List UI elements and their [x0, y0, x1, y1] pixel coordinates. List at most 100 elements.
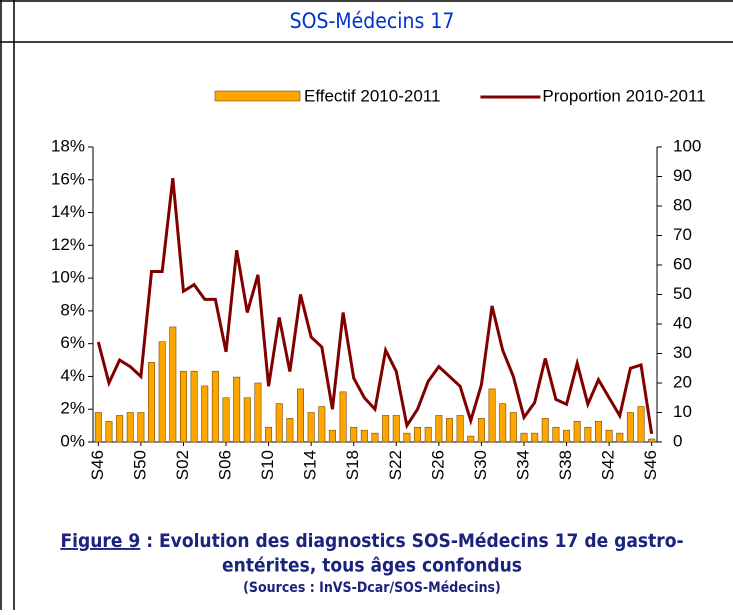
y-tick-label: 0%	[60, 431, 85, 450]
bar	[382, 415, 390, 443]
bar	[286, 418, 294, 443]
caption-line: entérites, tous âges confondus	[222, 555, 522, 577]
bar	[403, 432, 411, 443]
y2-tick-label: 30	[673, 343, 692, 362]
bar	[211, 370, 219, 443]
bar	[148, 362, 156, 443]
bar	[456, 415, 464, 443]
bar	[307, 412, 315, 443]
x-tick-label: S06	[216, 450, 235, 480]
bar	[477, 418, 485, 443]
bar	[563, 429, 571, 443]
y2-tick-label: 70	[673, 225, 692, 244]
bar	[424, 426, 432, 443]
bar	[626, 412, 634, 443]
y2-tick-label: 60	[673, 254, 692, 273]
y-tick-label: 10%	[51, 268, 85, 287]
caption-line: Figure 9 : Evolution des diagnostics SOS…	[60, 530, 683, 552]
bar	[201, 385, 209, 443]
bar	[605, 429, 613, 443]
bar	[499, 403, 507, 443]
bar	[265, 426, 273, 443]
bar	[190, 370, 198, 443]
bar	[467, 435, 475, 443]
y-tick-label: 12%	[51, 235, 85, 254]
bar	[541, 418, 549, 443]
x-tick-label: S46	[641, 450, 660, 480]
bar	[392, 415, 400, 443]
y2-tick-label: 10	[673, 402, 692, 421]
caption-text: : Evolution des diagnostics SOS-Médecins…	[140, 530, 683, 552]
y2-tick-label: 80	[673, 195, 692, 214]
bar	[105, 421, 113, 443]
bar	[584, 426, 592, 443]
x-tick-label: S14	[301, 450, 320, 480]
y-tick-label: 6%	[60, 333, 85, 352]
bar	[371, 432, 379, 443]
legend-label: Effectif 2010-2011	[304, 86, 440, 105]
caption-label: Figure 9	[60, 530, 140, 552]
x-tick-label: S10	[258, 450, 277, 480]
x-tick-label: S22	[386, 450, 405, 480]
bar	[445, 418, 453, 443]
bar	[509, 412, 517, 443]
legend-label: Proportion 2010-2011	[542, 86, 705, 105]
bar	[233, 376, 241, 443]
bar	[318, 406, 326, 443]
bar	[126, 412, 134, 443]
bar	[488, 388, 496, 443]
legend-swatch	[214, 90, 301, 102]
bar	[435, 415, 443, 443]
y2-tick-label: 100	[673, 136, 701, 155]
x-tick-label: S34	[513, 450, 532, 480]
x-tick-label: S02	[173, 450, 192, 480]
y-tick-label: 2%	[60, 399, 85, 418]
x-tick-label: S38	[556, 450, 575, 480]
bar	[360, 429, 368, 443]
bar	[350, 426, 358, 443]
bar	[254, 382, 262, 443]
x-tick-label: S26	[428, 450, 447, 480]
bar	[137, 412, 145, 443]
x-tick-label: S42	[599, 450, 618, 480]
header-title: SOS-Médecins 17	[290, 9, 455, 33]
y2-tick-label: 40	[673, 313, 692, 332]
bar	[594, 421, 602, 443]
bar	[648, 438, 656, 443]
x-tick-label: S46	[88, 450, 107, 480]
bar	[94, 412, 102, 443]
y-tick-label: 18%	[51, 136, 85, 155]
bar	[222, 397, 230, 443]
bar	[531, 432, 539, 443]
x-tick-label: S18	[343, 450, 362, 480]
bar	[169, 326, 177, 443]
bar	[328, 429, 336, 443]
bar	[116, 415, 124, 443]
line	[96, 177, 654, 435]
bar	[573, 421, 581, 443]
y-tick-label: 14%	[51, 202, 85, 221]
bar	[179, 370, 187, 443]
y2-tick-label: 20	[673, 372, 692, 391]
bar	[339, 391, 347, 443]
bar	[158, 341, 166, 443]
y2-tick-label: 90	[673, 166, 692, 185]
bar	[637, 406, 645, 443]
x-tick-label: S30	[471, 450, 490, 480]
bar	[520, 432, 528, 443]
caption-source: (Sources : InVS-Dcar/SOS-Médecins)	[243, 580, 501, 596]
bar	[616, 432, 624, 443]
bar	[414, 426, 422, 443]
bar	[275, 403, 283, 443]
y2-tick-label: 0	[673, 431, 682, 450]
y-tick-label: 8%	[60, 300, 85, 319]
bar	[552, 426, 560, 443]
y-tick-label: 4%	[60, 366, 85, 385]
bar	[243, 397, 251, 443]
bar	[297, 388, 305, 443]
y2-tick-label: 50	[673, 284, 692, 303]
x-tick-label: S50	[130, 450, 149, 480]
y-tick-label: 16%	[51, 169, 85, 188]
